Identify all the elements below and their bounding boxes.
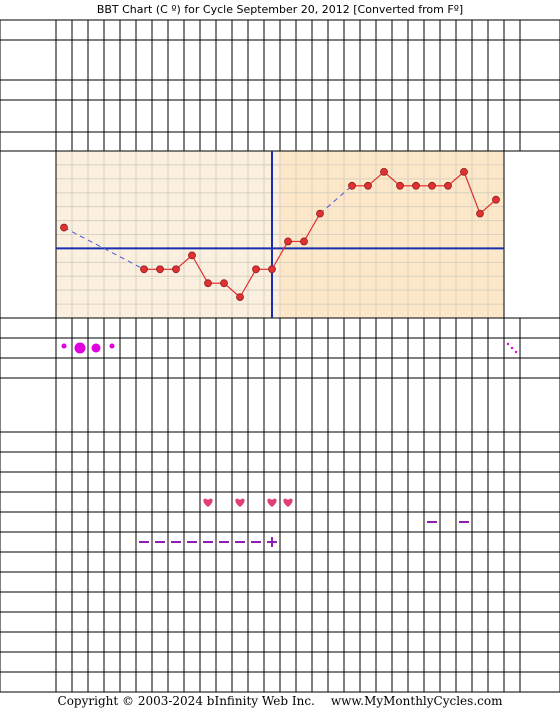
temp-gap-line [63, 227, 145, 270]
period-spotting-marker [510, 346, 514, 350]
temp-point-day-22 [396, 181, 404, 190]
temp-point-day-23 [412, 181, 420, 190]
period-marker-day-3 [91, 343, 101, 353]
temp-point-day-27 [476, 209, 484, 218]
temp-point-day-25 [444, 181, 452, 190]
site-link[interactable]: www.MyMonthlyCycles.com [330, 694, 503, 708]
temp-line [271, 241, 289, 270]
period-marker-day-2 [74, 342, 86, 354]
temp-gap-line [319, 185, 353, 215]
temp-point-day-8 [172, 265, 180, 274]
period-spotting-marker [514, 350, 518, 354]
period-marker-day-1 [61, 343, 67, 349]
temp-point-day-13 [252, 265, 260, 274]
temp-point-day-15 [284, 237, 292, 246]
temp-point-day-1 [60, 223, 68, 232]
temp-point-day-10 [204, 279, 212, 288]
temp-point-day-14 [268, 265, 276, 274]
period-marker-day-4 [109, 343, 115, 349]
period-spotting-marker [506, 342, 510, 346]
temp-point-day-11 [220, 279, 228, 288]
footer: Copyright © 2003-2024 bInfinity Web Inc.… [0, 690, 560, 712]
temp-point-day-24 [428, 181, 436, 190]
temp-line [191, 255, 209, 284]
temp-point-day-20 [364, 181, 372, 190]
bd-heart-icon-day-10 [203, 498, 213, 507]
bd-heart-icon-day-12 [235, 498, 245, 507]
chart-title: BBT Chart (C º) for Cycle September 20, … [96, 3, 464, 16]
bd-heart-icon-day-15 [283, 498, 293, 507]
temp-point-day-17 [316, 209, 324, 218]
temp-point-day-7 [156, 265, 164, 274]
temp-line [239, 268, 257, 298]
temp-point-day-26 [460, 167, 468, 176]
temp-point-day-19 [348, 181, 356, 190]
temp-point-day-16 [300, 237, 308, 246]
copyright-text: Copyright © 2003-2024 bInfinity Web Inc. [57, 694, 315, 708]
temp-line [303, 213, 321, 242]
temp-point-day-28 [492, 195, 500, 204]
temp-line [463, 171, 481, 214]
temp-point-day-9 [188, 251, 196, 260]
temp-point-day-6 [140, 265, 148, 274]
temp-point-day-12 [236, 293, 244, 302]
temp-point-day-21 [380, 167, 388, 176]
bd-heart-icon-day-14 [267, 498, 277, 507]
